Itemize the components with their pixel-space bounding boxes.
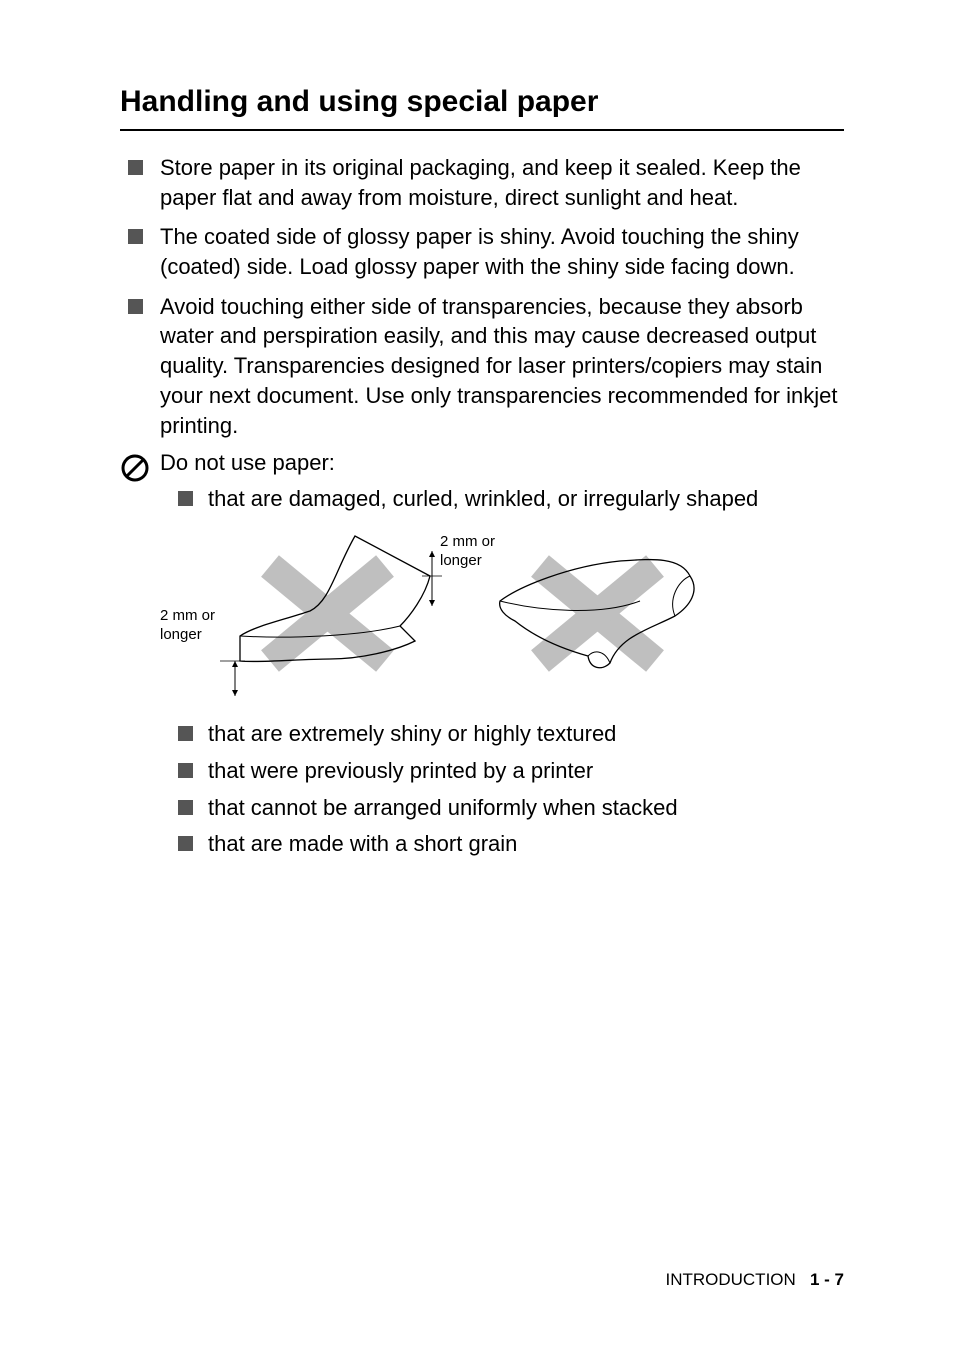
square-bullet-icon xyxy=(128,299,143,314)
list-item-text: Store paper in its original packaging, a… xyxy=(160,155,801,210)
square-bullet-icon xyxy=(178,800,193,815)
list-item: that are extremely shiny or highly textu… xyxy=(160,719,844,750)
prohibit-icon xyxy=(120,453,150,483)
list-item: that are damaged, curled, wrinkled, or i… xyxy=(160,484,844,515)
main-bullet-list: Store paper in its original packaging, a… xyxy=(120,153,844,440)
section-heading: Handling and using special paper xyxy=(120,85,844,131)
square-bullet-icon xyxy=(128,229,143,244)
callout-top: 2 mm or longer xyxy=(440,533,508,571)
square-bullet-icon xyxy=(178,726,193,741)
list-item-text: Avoid touching either side of transparen… xyxy=(160,294,837,438)
footer-section-label: INTRODUCTION xyxy=(665,1270,795,1289)
list-item-text: that are extremely shiny or highly textu… xyxy=(208,721,616,746)
list-item-text: that were previously printed by a printe… xyxy=(208,758,593,783)
prohibit-block: Do not use paper: that are damaged, curl… xyxy=(120,450,844,860)
list-item-text: that cannot be arranged uniformly when s… xyxy=(208,795,678,820)
square-bullet-icon xyxy=(128,160,143,175)
list-item: Store paper in its original packaging, a… xyxy=(120,153,844,212)
sub-bullet-list-top: that are damaged, curled, wrinkled, or i… xyxy=(160,484,844,515)
square-bullet-icon xyxy=(178,491,193,506)
callout-left: 2 mm or longer xyxy=(160,607,230,645)
list-item-text: that are damaged, curled, wrinkled, or i… xyxy=(208,486,758,511)
sub-bullet-list-bottom: that are extremely shiny or highly textu… xyxy=(160,719,844,860)
square-bullet-icon xyxy=(178,763,193,778)
list-item: The coated side of glossy paper is shiny… xyxy=(120,222,844,281)
page-footer: INTRODUCTION 1 - 7 xyxy=(665,1270,844,1290)
list-item: that are made with a short grain xyxy=(160,829,844,860)
square-bullet-icon xyxy=(178,836,193,851)
list-item-text: The coated side of glossy paper is shiny… xyxy=(160,224,799,279)
list-item-text: that are made with a short grain xyxy=(208,831,517,856)
footer-page-number: 1 - 7 xyxy=(810,1270,844,1289)
list-item: that cannot be arranged uniformly when s… xyxy=(160,793,844,824)
list-item: Avoid touching either side of transparen… xyxy=(120,292,844,440)
prohibit-lead-text: Do not use paper: xyxy=(160,450,335,475)
paper-diagram: 2 mm or longer 2 mm or longer xyxy=(160,521,720,711)
list-item: that were previously printed by a printe… xyxy=(160,756,844,787)
